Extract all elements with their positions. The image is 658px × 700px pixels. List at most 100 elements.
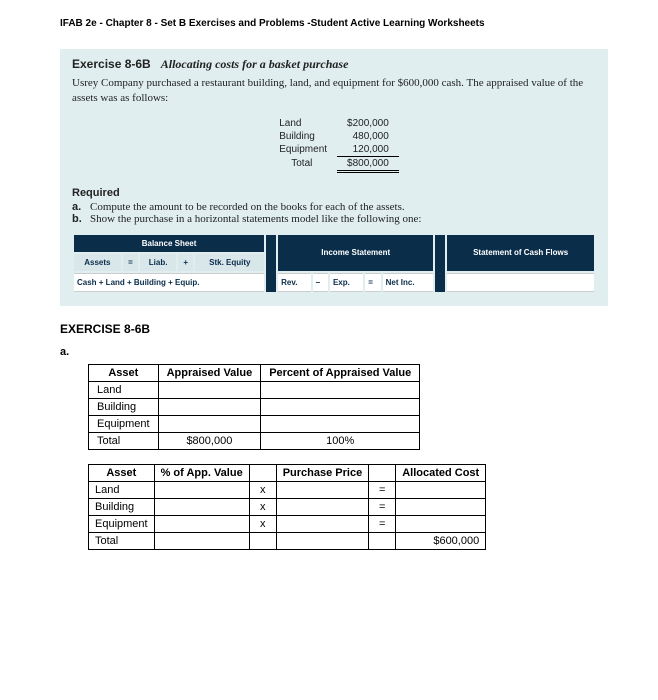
req-b-label: b. [72,213,90,225]
liab-label: Liab. [140,254,176,271]
part-a-label: a. [60,346,608,358]
col-pct: % of App. Value [154,464,249,481]
table-header-row: Asset Appraised Value Percent of Apprais… [89,364,420,381]
table-row: Land $200,000 [269,117,399,130]
document-header: IFAB 2e - Chapter 8 - Set B Exercises an… [60,18,608,29]
exercise-subtitle: Allocating costs for a basket purchase [161,57,349,71]
cell-total-percent: 100% [261,432,420,449]
eq-label: = [123,254,138,271]
cell-price[interactable] [276,515,369,532]
divider [435,235,445,292]
cell-value[interactable] [158,415,261,432]
cell-price[interactable] [276,498,369,515]
plus-label: + [178,254,193,271]
exercise-title: Exercise 8-6B Allocating costs for a bas… [72,57,596,72]
cell-alloc[interactable] [396,515,486,532]
cell-asset: Total [89,432,159,449]
divider [266,235,276,292]
rev-label: Rev. [278,273,310,292]
cashflow-header: Statement of Cash Flows [447,235,594,271]
table-row: Building [89,398,420,415]
cell-op [249,532,276,549]
cell-times: x [249,515,276,532]
cell-price[interactable] [276,481,369,498]
cell-asset: Equipment [89,515,155,532]
cell-eq: = [369,481,396,498]
exercise-code: Exercise 8-6B [72,57,151,71]
table-row: Total $800,000 [269,156,399,171]
stk-label: Stk. Equity [195,254,264,271]
col-asset: Asset [89,364,159,381]
answer-heading: EXERCISE 8-6B [60,322,608,336]
assets-breakdown: Cash + Land + Building + Equip. [74,273,264,292]
table-row: Total $800,000 100% [89,432,420,449]
table-header-row: Asset % of App. Value Purchase Price All… [89,464,486,481]
col-appraised: Appraised Value [158,364,261,381]
appraisal-total-value: $800,000 [337,156,399,171]
cell-value[interactable] [158,398,261,415]
appraisal-value: 480,000 [337,130,399,143]
required-item: b. Show the purchase in a horizontal sta… [72,213,596,225]
model-body-row: Cash + Land + Building + Equip. Rev. − E… [74,273,594,292]
table-row: Building 480,000 [269,130,399,143]
cell-pct[interactable] [154,498,249,515]
cell-percent[interactable] [261,381,420,398]
appraisal-label: Equipment [269,143,337,157]
appraisal-total-label: Total [269,156,337,171]
cell-alloc[interactable] [396,481,486,498]
cell-times: x [249,498,276,515]
assets-label: Assets [74,254,121,271]
cell-asset: Total [89,532,155,549]
balance-sheet-header: Balance Sheet [74,235,264,252]
col-op [369,464,396,481]
allocation-table: Asset % of App. Value Purchase Price All… [88,464,486,550]
cell-op [369,532,396,549]
table-row: Building x = [89,498,486,515]
cell-eq: = [369,498,396,515]
exp-label: Exp. [330,273,363,292]
cell-percent[interactable] [261,398,420,415]
appraisal-value: $200,000 [337,117,399,130]
required-heading: Required [72,187,596,199]
horizontal-model-table: Balance Sheet Income Statement Statement… [72,233,596,294]
cell-asset: Building [89,398,159,415]
cell-pct[interactable] [154,481,249,498]
cell-total: $600,000 [396,532,486,549]
required-item: a. Compute the amount to be recorded on … [72,201,596,213]
table-row: Land x = [89,481,486,498]
table-row: Equipment 120,000 [269,143,399,157]
appraisal-value: 120,000 [337,143,399,157]
cell-asset: Land [89,481,155,498]
cell-times: x [249,481,276,498]
eq-label: = [365,273,380,292]
appraisal-label: Land [269,117,337,130]
cell-alloc[interactable] [396,498,486,515]
col-op [249,464,276,481]
model-header-row: Balance Sheet Income Statement Statement… [74,235,594,252]
table-row: Equipment [89,415,420,432]
cell-total-value: $800,000 [158,432,261,449]
required-list: a. Compute the amount to be recorded on … [72,201,596,225]
income-statement-header: Income Statement [278,235,433,271]
minus-label: − [313,273,328,292]
col-price: Purchase Price [276,464,369,481]
cell-value[interactable] [158,381,261,398]
cell-asset: Equipment [89,415,159,432]
col-alloc: Allocated Cost [396,464,486,481]
table-row: Equipment x = [89,515,486,532]
table-row: Land [89,381,420,398]
appraisal-label: Building [269,130,337,143]
req-a-text: Compute the amount to be recorded on the… [90,201,405,213]
req-a-label: a. [72,201,90,213]
col-asset: Asset [89,464,155,481]
appraisal-table: Land $200,000 Building 480,000 Equipment… [269,117,399,173]
req-b-text: Show the purchase in a horizontal statem… [90,213,421,225]
exercise-panel: Exercise 8-6B Allocating costs for a bas… [60,49,608,306]
cell-percent[interactable] [261,415,420,432]
cell-pct [154,532,249,549]
netinc-label: Net Inc. [383,273,434,292]
cell-price [276,532,369,549]
cell-eq: = [369,515,396,532]
appraised-value-table: Asset Appraised Value Percent of Apprais… [88,364,420,450]
cell-pct[interactable] [154,515,249,532]
